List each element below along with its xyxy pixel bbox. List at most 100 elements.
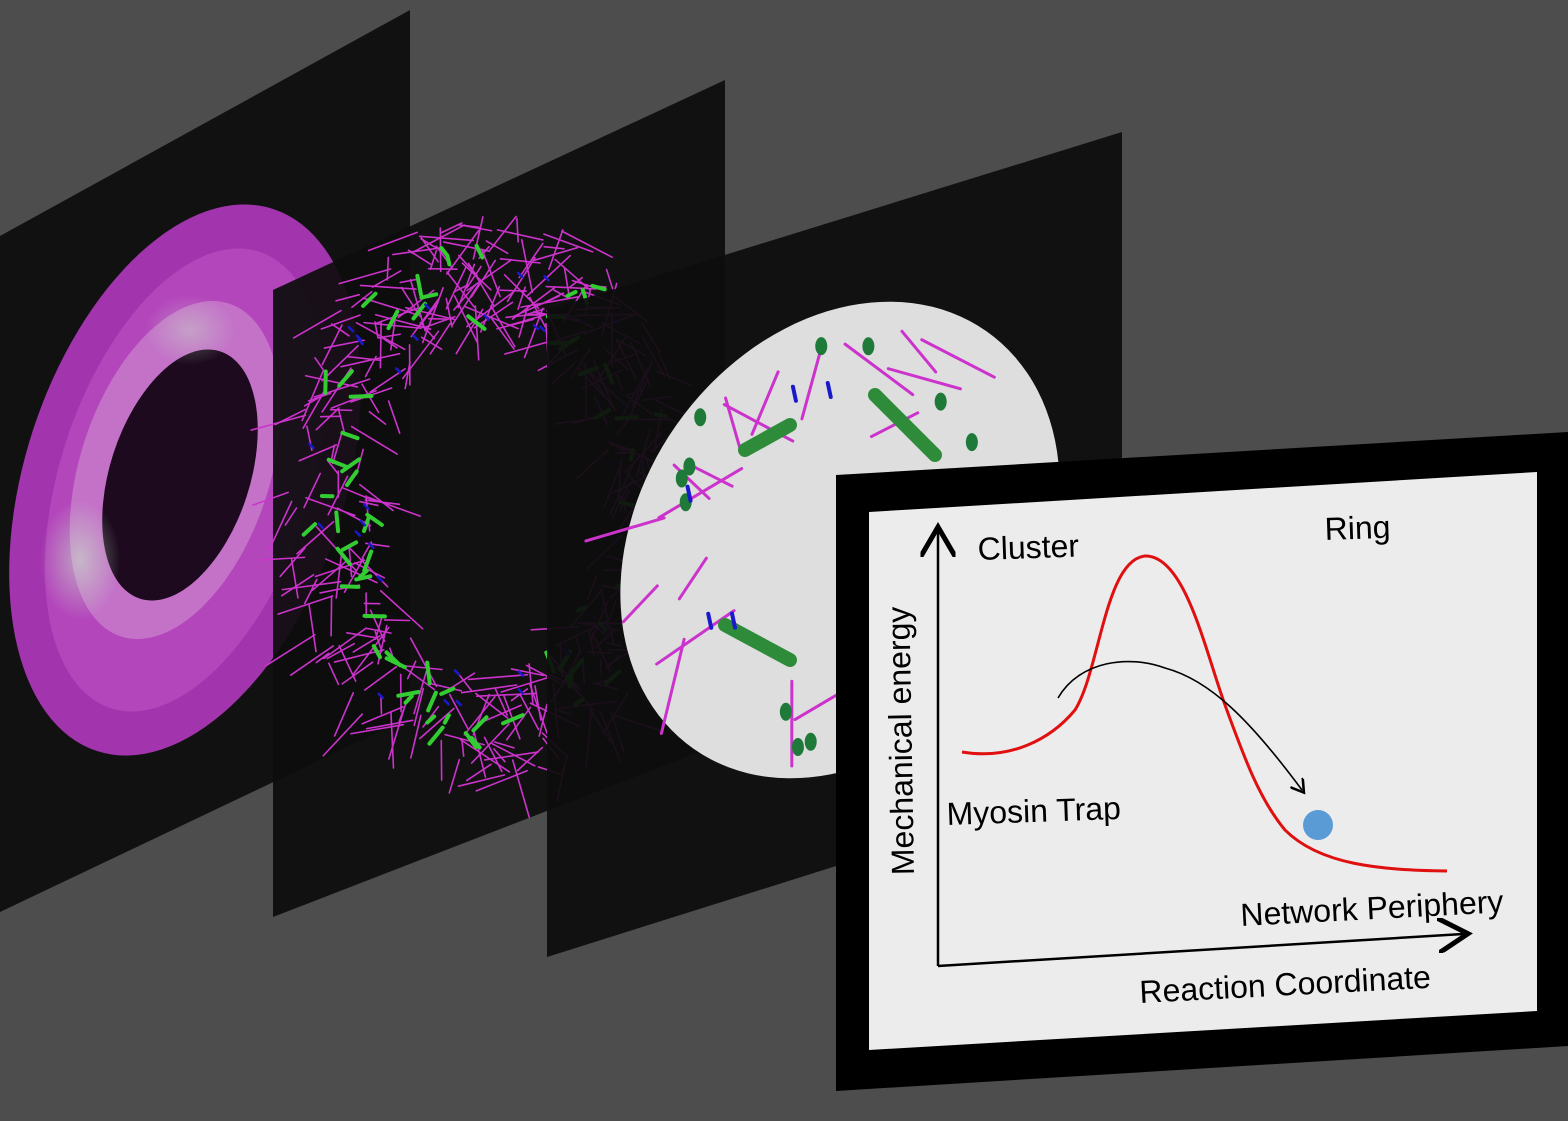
actin-filament [337, 408, 346, 433]
actin-filament [352, 626, 390, 676]
crosslinker [347, 325, 355, 333]
myosin-motor [354, 574, 373, 582]
myosin-motor [439, 686, 456, 696]
actin-filament [445, 297, 453, 328]
actin-filament [526, 254, 572, 297]
actin-filament [404, 361, 411, 390]
crosslinker [532, 323, 540, 331]
myosin-motor [474, 243, 485, 260]
actin-filament [448, 758, 461, 794]
actin-filament [303, 472, 322, 509]
myosin-motor [427, 725, 445, 746]
actin-filament [453, 284, 469, 293]
myosin-motor [340, 540, 359, 552]
actin-filament [277, 595, 334, 615]
myosin-motor [365, 512, 384, 527]
actin-filament [465, 265, 482, 289]
actin-filament [313, 378, 371, 398]
anchor-point [694, 408, 707, 427]
crosslinker [363, 503, 370, 510]
myosin-motor [301, 522, 318, 537]
label-cluster: Cluster [977, 527, 1080, 567]
actin-filament [621, 584, 659, 624]
actin-filament [366, 496, 422, 517]
actin-filament [330, 444, 336, 461]
actin-filament [500, 676, 549, 693]
anchor-point [675, 469, 688, 488]
actin-filament [460, 684, 518, 694]
myosin-motor [415, 273, 424, 297]
actin-filament [491, 742, 536, 767]
actin-filament [280, 574, 315, 597]
actin-filament [528, 296, 547, 328]
actin-filament [472, 216, 484, 260]
actin-filament [314, 559, 366, 578]
myosin-motor [469, 735, 482, 750]
actin-filament [358, 500, 379, 507]
actin-filament [407, 249, 433, 266]
actin-filament [456, 671, 473, 692]
myosin-motor [339, 584, 361, 589]
myosin-motor [590, 283, 607, 292]
crosslinker [359, 519, 367, 527]
actin-filament [323, 627, 367, 660]
actin-filament [451, 283, 480, 327]
actin-filament [511, 759, 530, 818]
crosslinker [706, 611, 714, 630]
actin-filament [505, 312, 542, 319]
actin-filament [516, 217, 519, 243]
actin-filament [686, 462, 734, 488]
actin-filament [483, 751, 539, 761]
actin-filament [505, 706, 532, 741]
actin-filament [494, 687, 508, 717]
actin-filament [327, 662, 340, 686]
actin-filament [453, 295, 478, 343]
actin-filament [466, 259, 512, 292]
actin-filament [340, 352, 401, 368]
actin-filament [406, 660, 417, 680]
crosslinker [543, 274, 550, 282]
crosslinker [357, 338, 364, 346]
actin-filament [461, 262, 492, 291]
actin-filament [490, 305, 516, 348]
crosslinker [517, 688, 525, 695]
myosin-motor [340, 457, 362, 474]
crosslinker [395, 367, 402, 374]
actin-filament [364, 499, 401, 506]
actin-filament [465, 763, 492, 782]
energy-curve [961, 554, 1448, 873]
actin-filament [315, 407, 340, 431]
myosin-minifilament [718, 618, 797, 667]
actin-filament [327, 475, 349, 516]
actin-filament [303, 578, 318, 605]
actin-filament [404, 665, 443, 671]
actin-filament [532, 246, 579, 262]
actin-filament [448, 693, 469, 730]
actin-filament [523, 307, 544, 359]
actin-filament [584, 516, 666, 543]
anchor-point [683, 457, 696, 476]
actin-filament [493, 741, 515, 749]
myosin-motor [439, 246, 450, 258]
actin-filament [499, 289, 527, 292]
crosslinker [443, 698, 450, 706]
actin-filament [475, 769, 528, 792]
myosin-motor [396, 690, 421, 698]
actin-filament [470, 723, 510, 764]
actin-filament [359, 284, 417, 290]
actin-filament [335, 293, 361, 302]
actin-filament [443, 241, 491, 252]
myosin-motor [471, 715, 489, 733]
actin-filament [305, 496, 356, 517]
actin-filament [338, 268, 392, 285]
myosin-motor [426, 690, 438, 713]
myosin-motor [384, 656, 407, 670]
anchor-point [779, 702, 792, 721]
actin-filament [341, 661, 374, 685]
actin-filament [268, 500, 293, 551]
actin-filament [368, 410, 387, 425]
crosslinker [516, 271, 524, 279]
actin-filament [311, 560, 348, 591]
actin-filament [322, 713, 364, 757]
actin-filament [386, 256, 390, 281]
